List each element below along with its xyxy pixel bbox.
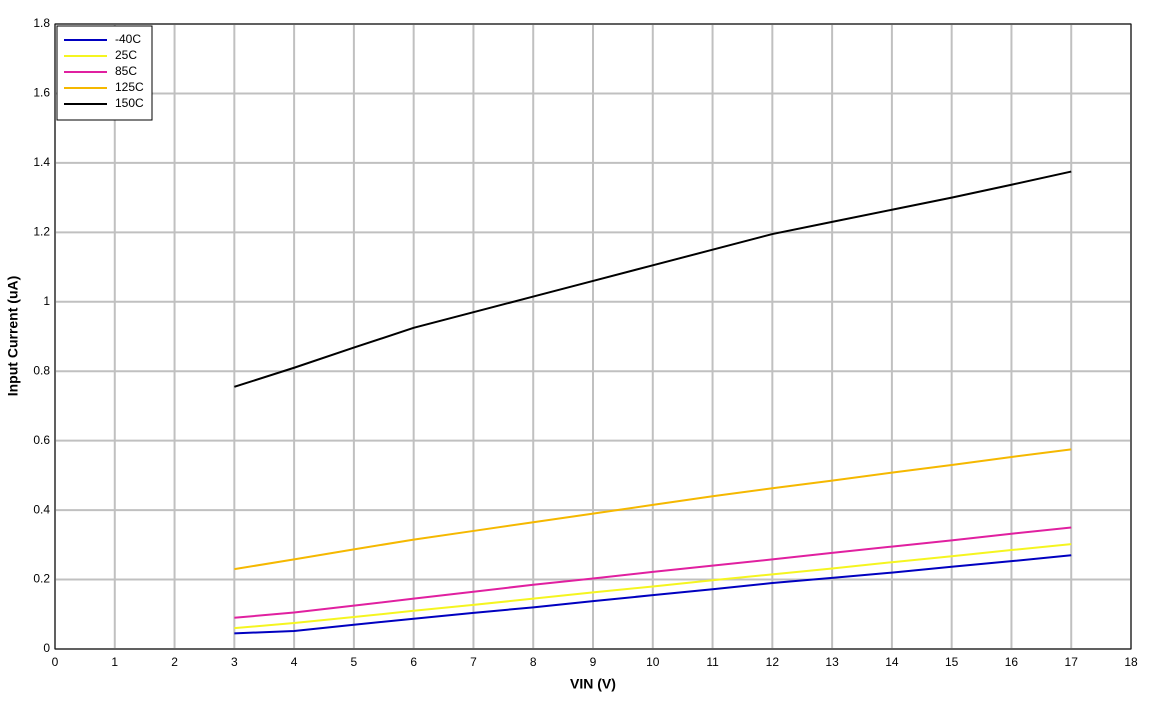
x-tick-label: 5 [351,655,358,669]
y-tick-label: 0.2 [33,572,50,586]
y-tick-label: 1.8 [33,16,50,30]
x-tick-label: 11 [706,655,719,669]
data-line [234,526,1072,619]
y-tick-label: 0.8 [33,363,50,377]
legend-label: 125C [115,80,144,94]
y-tick-label: 0.4 [33,502,50,516]
x-tick-label: 1 [111,655,118,669]
x-tick-label: 17 [1065,655,1079,669]
x-tick-label: 12 [766,655,780,669]
legend-label: 25C [115,48,137,62]
x-tick-label: 2 [171,655,178,669]
x-tick-label: 4 [291,655,298,669]
x-tick-label: 14 [885,655,899,669]
y-tick-label: 1.2 [33,225,50,239]
data-line [234,554,1072,635]
y-tick-label: 0 [43,641,50,655]
x-tick-label: 8 [530,655,537,669]
x-tick-label: 13 [825,655,839,669]
x-tick-label: 18 [1124,655,1138,669]
x-tick-label: 7 [470,655,477,669]
x-tick-label: 15 [945,655,959,669]
x-tick-label: 16 [1005,655,1019,669]
x-tick-label: 3 [231,655,238,669]
x-axis-title: VIN (V) [570,676,616,692]
y-tick-label: 0.6 [33,433,50,447]
legend-label: 150C [115,96,144,110]
x-tick-label: 9 [590,655,597,669]
y-axis-title: Input Current (uA) [5,276,21,397]
data-line [234,448,1072,571]
legend-label: -40C [115,32,141,46]
legend-label: 85C [115,64,137,78]
x-tick-label: 6 [410,655,417,669]
x-tick-label: 10 [646,655,660,669]
plot-frame [54,23,1132,650]
y-tick-label: 1.6 [33,86,50,100]
data-line [234,170,1072,388]
x-tick-label: 0 [52,655,59,669]
y-tick-label: 1.4 [33,155,50,169]
y-tick-label: 1 [43,294,50,308]
data-line [234,543,1072,630]
